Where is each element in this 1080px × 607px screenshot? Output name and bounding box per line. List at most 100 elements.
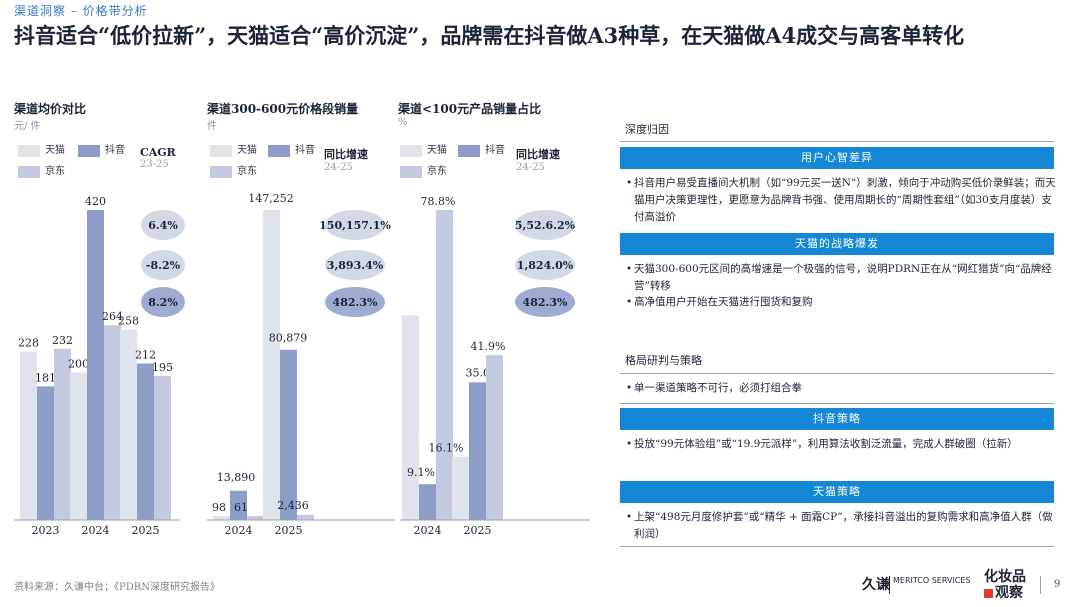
x-tick-2024: 2024: [82, 524, 110, 537]
chart3-legend-douyin: 抖音: [458, 141, 505, 157]
bar-jd-2025: [486, 355, 503, 520]
x-tick-2025: 2025: [464, 524, 492, 537]
chart2-svg: 98 13,890 61 2024 147,252 80,879 2,436 2025 150,…: [207, 192, 395, 537]
bar-douyin-2024: [87, 210, 104, 520]
hzp-logo: 化妆品 观察: [984, 569, 1026, 601]
divider: [620, 403, 1054, 404]
data-label-jd-2025: 41.9%: [471, 340, 506, 353]
data-label-jd-2024: 78.8%: [421, 195, 456, 208]
bullet-glyph: •: [626, 296, 633, 308]
chart2-title: 渠道300-600元价格段销量: [207, 102, 359, 116]
chart1-unit: 元/ 件: [14, 121, 41, 132]
growth-bubble-douyin: [141, 250, 185, 280]
tmall-swatch: [18, 144, 40, 157]
chart1-legend-jd: 京东: [18, 162, 65, 178]
chart1-title: 渠道均价对比: [14, 102, 87, 116]
bullet-glyph: •: [626, 263, 633, 275]
strategy-bullet-douyin: • 投放“99元体验组”或“19.9元派样”，利用算法收割泛流量，完成人群破圈（拉…: [620, 436, 1060, 453]
chart1-legend-tmall: 天猫: [18, 141, 65, 157]
bar-douyin-2024: [419, 484, 436, 520]
bullet-glyph: •: [626, 438, 633, 450]
data-label-tmall-2024: 200: [68, 357, 89, 370]
attribution-bullet-1: • 抖音用户易受直播间大机制（如“99元买一送N”）刺激，倾向于冲动购买低价录鲜装…: [626, 177, 1056, 223]
divider: [620, 141, 1054, 142]
x-tick-2023: 2023: [32, 524, 60, 537]
data-label-douyin-2025: 212: [135, 349, 156, 362]
breadcrumb: 渠道洞察 – 价格带分析: [14, 4, 148, 18]
chart2-growth-header: 同比增速 24-25: [324, 148, 368, 173]
bar-tmall-2025: [263, 210, 280, 520]
meritco-logo-en: MERITCO SERVICES: [893, 576, 971, 585]
x-tick-2024: 2024: [225, 524, 253, 537]
growth-value-douyin: 3,893.4%: [327, 259, 384, 272]
logo-divider: [889, 576, 890, 594]
bar-jd-2024: [436, 210, 453, 520]
divider: [620, 546, 1054, 547]
growth-bubble-tmall: [325, 210, 385, 240]
data-label-jd-2025: 195: [152, 361, 173, 374]
growth-bubble-jd: [515, 287, 575, 317]
bar-tmall-2025: [452, 456, 469, 520]
data-label-jd-2024: 61: [234, 501, 248, 514]
chart3-growth-header: 同比增速 24-25: [516, 148, 560, 173]
jd-swatch: [18, 165, 40, 178]
growth-value-douyin: 1,824.0%: [517, 259, 574, 272]
meritco-logo-text: 久谦: [862, 577, 890, 593]
chart1-legend-douyin: 抖音: [78, 141, 125, 157]
strategy-title: 格局研判与策略: [625, 354, 702, 367]
chart3-unit: %: [398, 117, 408, 128]
bar-jd-2023: [54, 348, 71, 520]
growth-value-jd: 482.3%: [523, 296, 568, 309]
chart3-title: 渠道<100元产品销量占比: [398, 102, 542, 116]
bar-tmall-2024: [213, 516, 230, 520]
bar-douyin-2024: [230, 490, 247, 520]
chart1-header: 渠道均价对比 元/ 件: [14, 100, 86, 132]
attribution-bullet-2: • 天猫300-600元区间的高增速是一个极强的信号，说明PDRN正在从“网红猎货…: [626, 263, 1052, 292]
data-label-douyin-2024: 420: [85, 195, 106, 208]
bar-jd-2025: [154, 376, 171, 520]
bar-douyin-2023: [37, 386, 54, 520]
bullet-glyph: •: [626, 382, 633, 394]
bar-douyin-2025: [469, 382, 486, 520]
section-head-user-mindset: 用户心智差异: [620, 147, 1054, 169]
strategy-bullet-tmall: • 上架“498元月度修护套”或“精华 + 面霜CP”，承接抖音溢出的复购需求和高…: [626, 511, 1053, 540]
growth-bubble-jd: [325, 287, 385, 317]
douyin-swatch: [78, 144, 100, 157]
bullet-glyph: •: [626, 511, 633, 523]
data-label-tmall-2024: 98: [212, 501, 226, 514]
page-number-divider: [1040, 576, 1041, 594]
bar-tmall-2023: [20, 351, 37, 520]
growth-bubble-tmall: [141, 210, 185, 240]
attribution-bullet-3: • 高净值用户开始在天猫进行囤货和复购: [620, 294, 1060, 311]
chart2-legend-douyin: 抖音: [268, 141, 315, 157]
chart3-legend-tmall: 天猫: [400, 141, 447, 157]
chart2-unit: 件: [207, 121, 217, 132]
chart1-growth-header: CAGR 23-25: [140, 146, 176, 170]
data-label-jd-2023: 232: [52, 334, 73, 347]
data-label-douyin-2025: 80,879: [269, 332, 308, 345]
bar-tmall-2024: [402, 315, 419, 520]
page-headline: 抖音适合“低价拉新”，天猫适合“高价沉淀”，品牌需在抖音做A3种草，在天猫做A4…: [14, 23, 965, 48]
data-label-jd-2024: 264: [102, 310, 123, 323]
data-label-tmall-2023: 228: [18, 337, 39, 350]
attribution-title: 深度归因: [625, 123, 669, 136]
bar-jd-2024: [104, 325, 121, 520]
page-number: 9: [1054, 579, 1061, 590]
x-tick-2025: 2025: [275, 524, 303, 537]
bullet-glyph: •: [626, 177, 633, 189]
growth-value-tmall: 150,157.1%: [319, 219, 391, 232]
chart3-legend-jd: 京东: [400, 162, 447, 178]
data-label-douyin-2023: 181: [35, 371, 56, 384]
section-head-douyin-strategy: 抖音策略: [620, 408, 1054, 430]
divider: [620, 373, 1054, 374]
growth-bubble-douyin: [325, 250, 385, 280]
hzp-logo-mark: [984, 588, 993, 598]
growth-value-tmall: 5,52.6.2%: [515, 219, 576, 232]
bar-douyin-2025: [280, 349, 297, 520]
chart3-svg: 52.0%9.1%78.8%202416.1%35.0%41.9%20255,5…: [400, 195, 590, 537]
chart2-header: 渠道300-600元价格段销量 件: [207, 100, 358, 132]
bar-douyin-2025: [137, 363, 154, 520]
growth-value-douyin: -8.2%: [146, 259, 181, 272]
growth-bubble-jd: [141, 287, 185, 317]
chart2-legend-tmall: 天猫: [210, 141, 257, 157]
